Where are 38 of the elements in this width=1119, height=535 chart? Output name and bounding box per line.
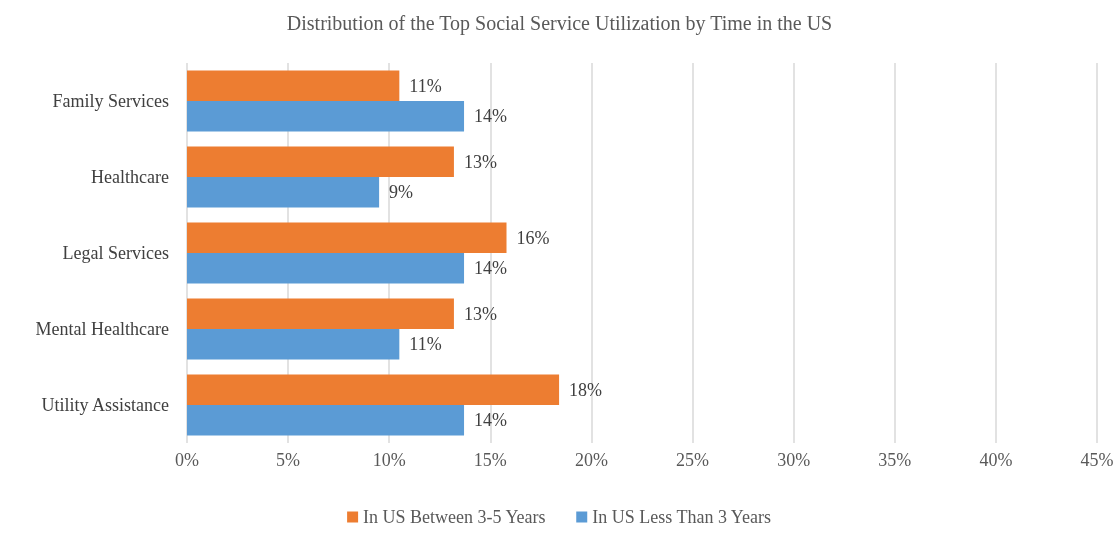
x-tick-label: 0% [175,450,199,470]
chart-title: Distribution of the Top Social Service Utilization by Time in the US [286,12,833,35]
data-label: 13% [463,151,497,172]
y-tick-label: Mental Healthcare [35,319,169,339]
data-label: 14% [474,258,508,279]
data-label: 18% [569,379,603,400]
bar [187,298,454,329]
x-tick-label: 35% [878,450,912,470]
x-tick-label: 15% [473,450,507,470]
x-tick-label: 20% [574,450,608,470]
bar [187,253,465,284]
bar [187,101,465,132]
bar [187,329,400,360]
x-tick-label: 40% [979,450,1013,470]
bar [187,222,507,253]
bar [187,70,400,101]
data-label: 14% [474,410,508,431]
legend-label: In US Between 3-5 Years [363,507,546,527]
bar [187,374,560,405]
x-tick-label: 30% [777,450,811,470]
y-tick-label: Legal Services [62,243,169,263]
bar [187,405,465,436]
data-label: 16% [516,227,550,248]
y-tick-label: Healthcare [91,167,169,187]
x-tick-label: 10% [372,450,406,470]
x-tick-label: 5% [276,450,301,470]
y-tick-label: Utility Assistance [41,395,169,415]
data-label: 14% [474,106,508,127]
data-label: 11% [409,75,442,96]
data-label: 11% [409,334,442,355]
x-tick-label: 25% [676,450,710,470]
bar [187,177,380,208]
x-tick-label: 45% [1080,450,1114,470]
data-label: 9% [389,182,414,203]
y-tick-label: Family Services [52,91,169,111]
legend-label: In US Less Than 3 Years [592,507,771,527]
data-label: 13% [463,303,497,324]
bar [187,146,454,177]
